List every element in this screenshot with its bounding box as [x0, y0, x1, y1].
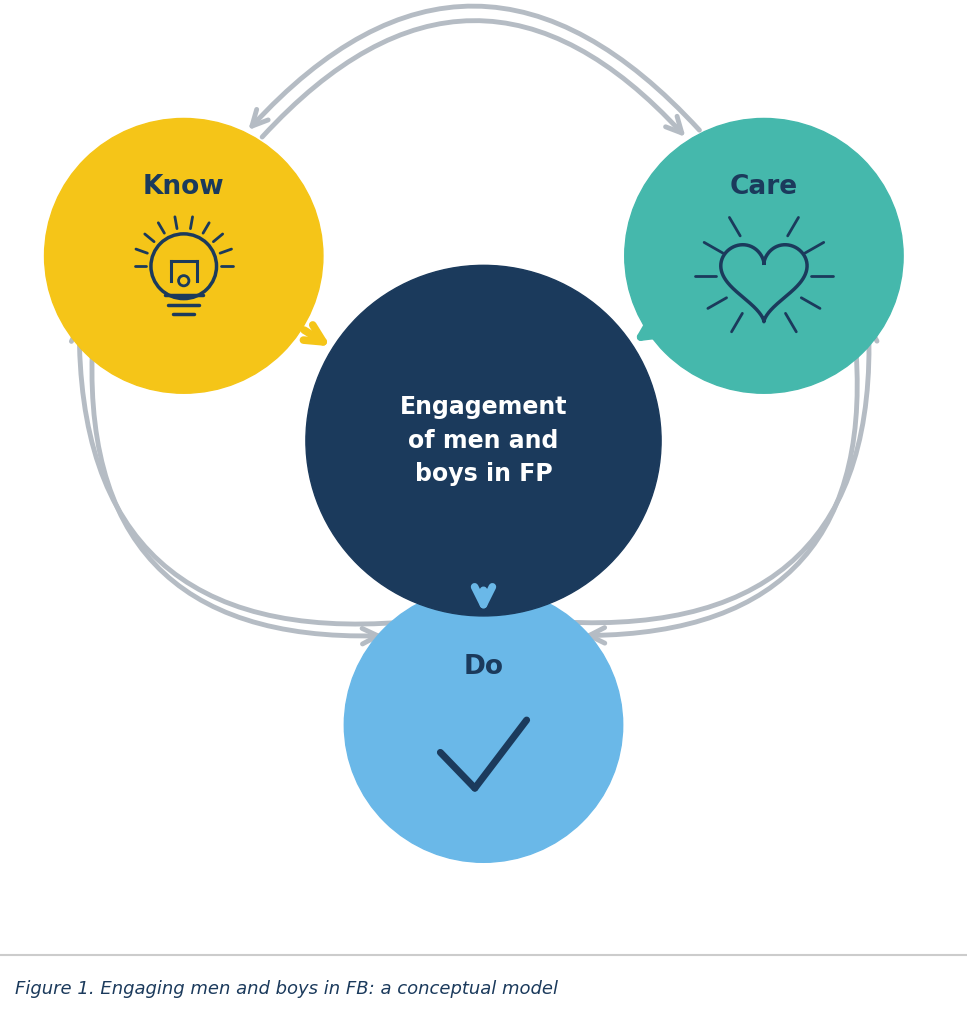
FancyArrowPatch shape — [640, 320, 660, 337]
FancyArrowPatch shape — [304, 324, 323, 342]
Text: Engagement
of men and
boys in FP: Engagement of men and boys in FP — [399, 396, 568, 486]
Text: Know: Know — [143, 174, 224, 200]
FancyArrowPatch shape — [563, 325, 877, 623]
Circle shape — [44, 118, 323, 393]
FancyArrowPatch shape — [252, 6, 699, 130]
FancyArrowPatch shape — [72, 325, 404, 624]
FancyArrowPatch shape — [475, 587, 492, 605]
Circle shape — [625, 118, 903, 393]
Circle shape — [344, 587, 623, 862]
FancyArrowPatch shape — [589, 334, 857, 643]
Circle shape — [306, 266, 661, 616]
FancyArrowPatch shape — [262, 21, 682, 137]
Text: Care: Care — [730, 174, 798, 200]
FancyArrowPatch shape — [92, 334, 378, 644]
Text: Do: Do — [463, 654, 504, 680]
Text: Figure 1. Engaging men and boys in FB: a conceptual model: Figure 1. Engaging men and boys in FB: a… — [15, 981, 558, 998]
